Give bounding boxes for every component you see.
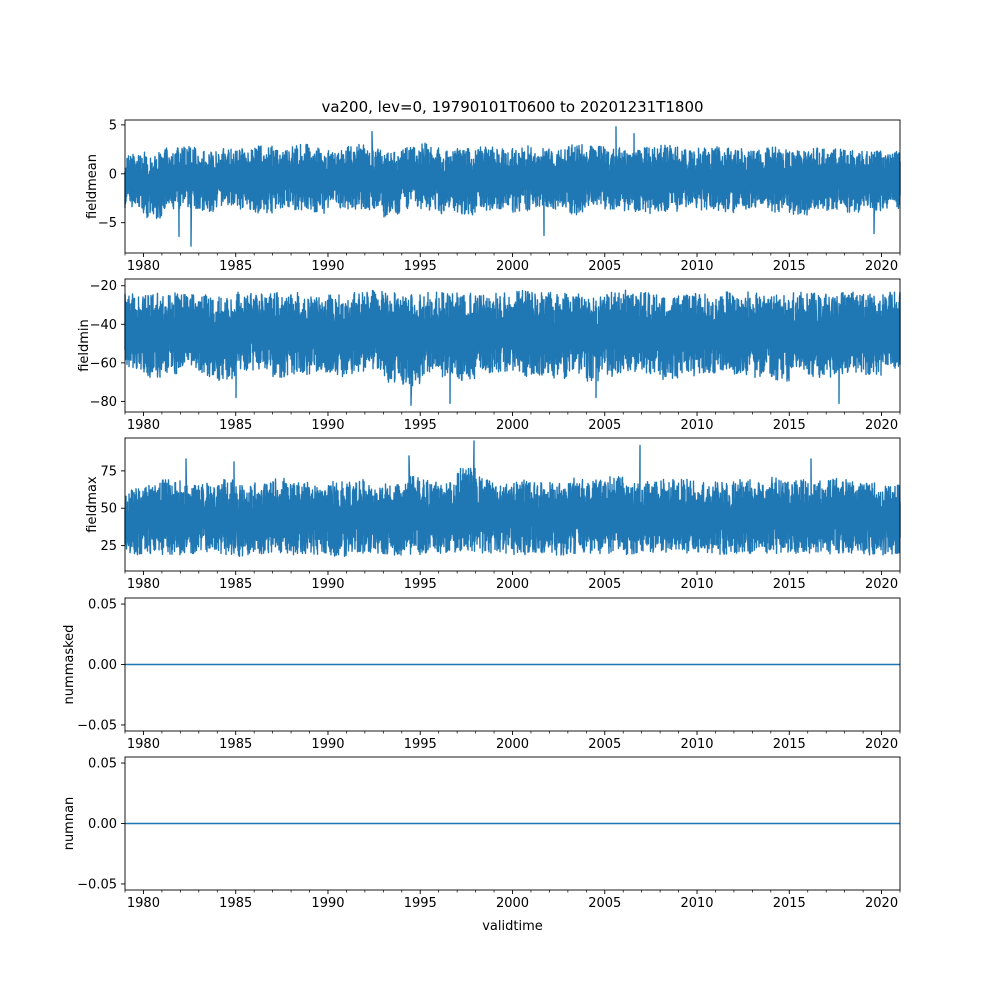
x-tick-label: 2000 bbox=[496, 259, 529, 274]
y-tick-label: 5 bbox=[109, 118, 117, 133]
x-tick-label: 1985 bbox=[219, 259, 252, 274]
y-tick-label: −5 bbox=[98, 216, 117, 231]
y-axis-label: fieldmax bbox=[85, 476, 100, 533]
series-line-fieldmin bbox=[124, 289, 901, 406]
x-tick-label: 2005 bbox=[588, 259, 621, 274]
y-axis-label: fieldmin bbox=[77, 319, 92, 372]
x-tick-label: 1990 bbox=[311, 896, 344, 911]
x-tick-label: 1980 bbox=[127, 896, 160, 911]
x-tick-label: 1980 bbox=[127, 418, 160, 433]
x-tick-label: 1985 bbox=[219, 577, 252, 592]
y-tick-label: 0.00 bbox=[88, 658, 117, 673]
series-line-fieldmax bbox=[124, 440, 901, 558]
x-tick-label: 1980 bbox=[127, 259, 160, 274]
y-axis-label: fieldmean bbox=[85, 154, 100, 219]
subplot-fieldmax: 1980 1985 1990 1995 2000 2005 2010 2015 2020 25 50… bbox=[85, 437, 901, 592]
y-axis-label: numnan bbox=[62, 797, 77, 851]
y-tick-label: −60 bbox=[90, 356, 117, 371]
x-tick-label: 2020 bbox=[865, 259, 898, 274]
y-tick-label: −80 bbox=[90, 395, 117, 410]
x-tick-label: 2020 bbox=[865, 577, 898, 592]
x-tick-label: 1990 bbox=[311, 418, 344, 433]
x-tick-label: 2010 bbox=[680, 418, 713, 433]
figure-title: va200, lev=0, 19790101T0600 to 20201231T… bbox=[321, 98, 703, 116]
y-tick-label: 50 bbox=[100, 502, 117, 517]
x-tick-label: 1990 bbox=[311, 737, 344, 752]
x-tick-label: 2000 bbox=[496, 418, 529, 433]
y-axis-label: nummasked bbox=[62, 625, 77, 705]
x-tick-label: 2005 bbox=[588, 577, 621, 592]
x-tick-label: 2015 bbox=[773, 418, 806, 433]
y-tick-label: −40 bbox=[90, 318, 117, 333]
subplot-nummasked: 1980 1985 1990 1995 2000 2005 2010 2015 2020 −0.0… bbox=[62, 598, 901, 752]
x-tick-label: 1990 bbox=[311, 577, 344, 592]
subplot-fieldmean: 1980 1985 1990 1995 2000 2005 2010 2015 2020 −5 0 5… bbox=[85, 118, 901, 274]
x-tick-label: 2005 bbox=[588, 418, 621, 433]
x-tick-label: 1995 bbox=[404, 577, 437, 592]
y-tick-label: 0.05 bbox=[88, 598, 117, 613]
x-tick-label: 2000 bbox=[496, 737, 529, 752]
y-tick-label: −0.05 bbox=[77, 718, 117, 733]
subplot-fieldmin: 1980 1985 1990 1995 2000 2005 2010 2015 2020 −80 −… bbox=[77, 278, 901, 433]
x-axis-label: validtime bbox=[482, 919, 543, 934]
x-tick-label: 2015 bbox=[773, 577, 806, 592]
x-tick-label: 1980 bbox=[127, 577, 160, 592]
x-tick-label: 2015 bbox=[773, 737, 806, 752]
x-tick-label: 1985 bbox=[219, 737, 252, 752]
x-tick-label: 2015 bbox=[773, 259, 806, 274]
y-tick-label: −0.05 bbox=[77, 877, 117, 892]
x-tick-label: 2010 bbox=[680, 259, 713, 274]
x-tick-label: 2000 bbox=[496, 896, 529, 911]
y-tick-label: −20 bbox=[90, 279, 117, 294]
x-tick-label: 1995 bbox=[404, 896, 437, 911]
y-tick-label: 0 bbox=[109, 167, 117, 182]
x-tick-label: 1990 bbox=[311, 259, 344, 274]
y-tick-label: 0.00 bbox=[88, 817, 117, 832]
x-tick-label: 1985 bbox=[219, 896, 252, 911]
x-tick-label: 2005 bbox=[588, 737, 621, 752]
x-tick-label: 1995 bbox=[404, 737, 437, 752]
x-tick-label: 2010 bbox=[680, 737, 713, 752]
x-tick-label: 1995 bbox=[404, 418, 437, 433]
x-tick-label: 2005 bbox=[588, 896, 621, 911]
x-tick-label: 2015 bbox=[773, 896, 806, 911]
y-tick-label: 25 bbox=[100, 539, 117, 554]
x-tick-label: 2020 bbox=[865, 737, 898, 752]
x-tick-label: 1985 bbox=[219, 418, 252, 433]
subplot-numnan: 1980 1985 1990 1995 2000 2005 2010 2015 2020 −0.0… bbox=[62, 757, 901, 911]
series-line-fieldmean bbox=[124, 126, 901, 247]
x-tick-label: 2000 bbox=[496, 577, 529, 592]
x-tick-label: 2010 bbox=[680, 896, 713, 911]
y-tick-label: 75 bbox=[100, 464, 117, 479]
x-tick-label: 1980 bbox=[127, 737, 160, 752]
subplots: 1980 1985 1990 1995 2000 2005 2010 2015 2020 −5 0 5… bbox=[62, 118, 901, 911]
x-tick-label: 2020 bbox=[865, 896, 898, 911]
x-tick-label: 1995 bbox=[404, 259, 437, 274]
x-tick-label: 2020 bbox=[865, 418, 898, 433]
y-tick-label: 0.05 bbox=[88, 757, 117, 772]
x-tick-label: 2010 bbox=[680, 577, 713, 592]
